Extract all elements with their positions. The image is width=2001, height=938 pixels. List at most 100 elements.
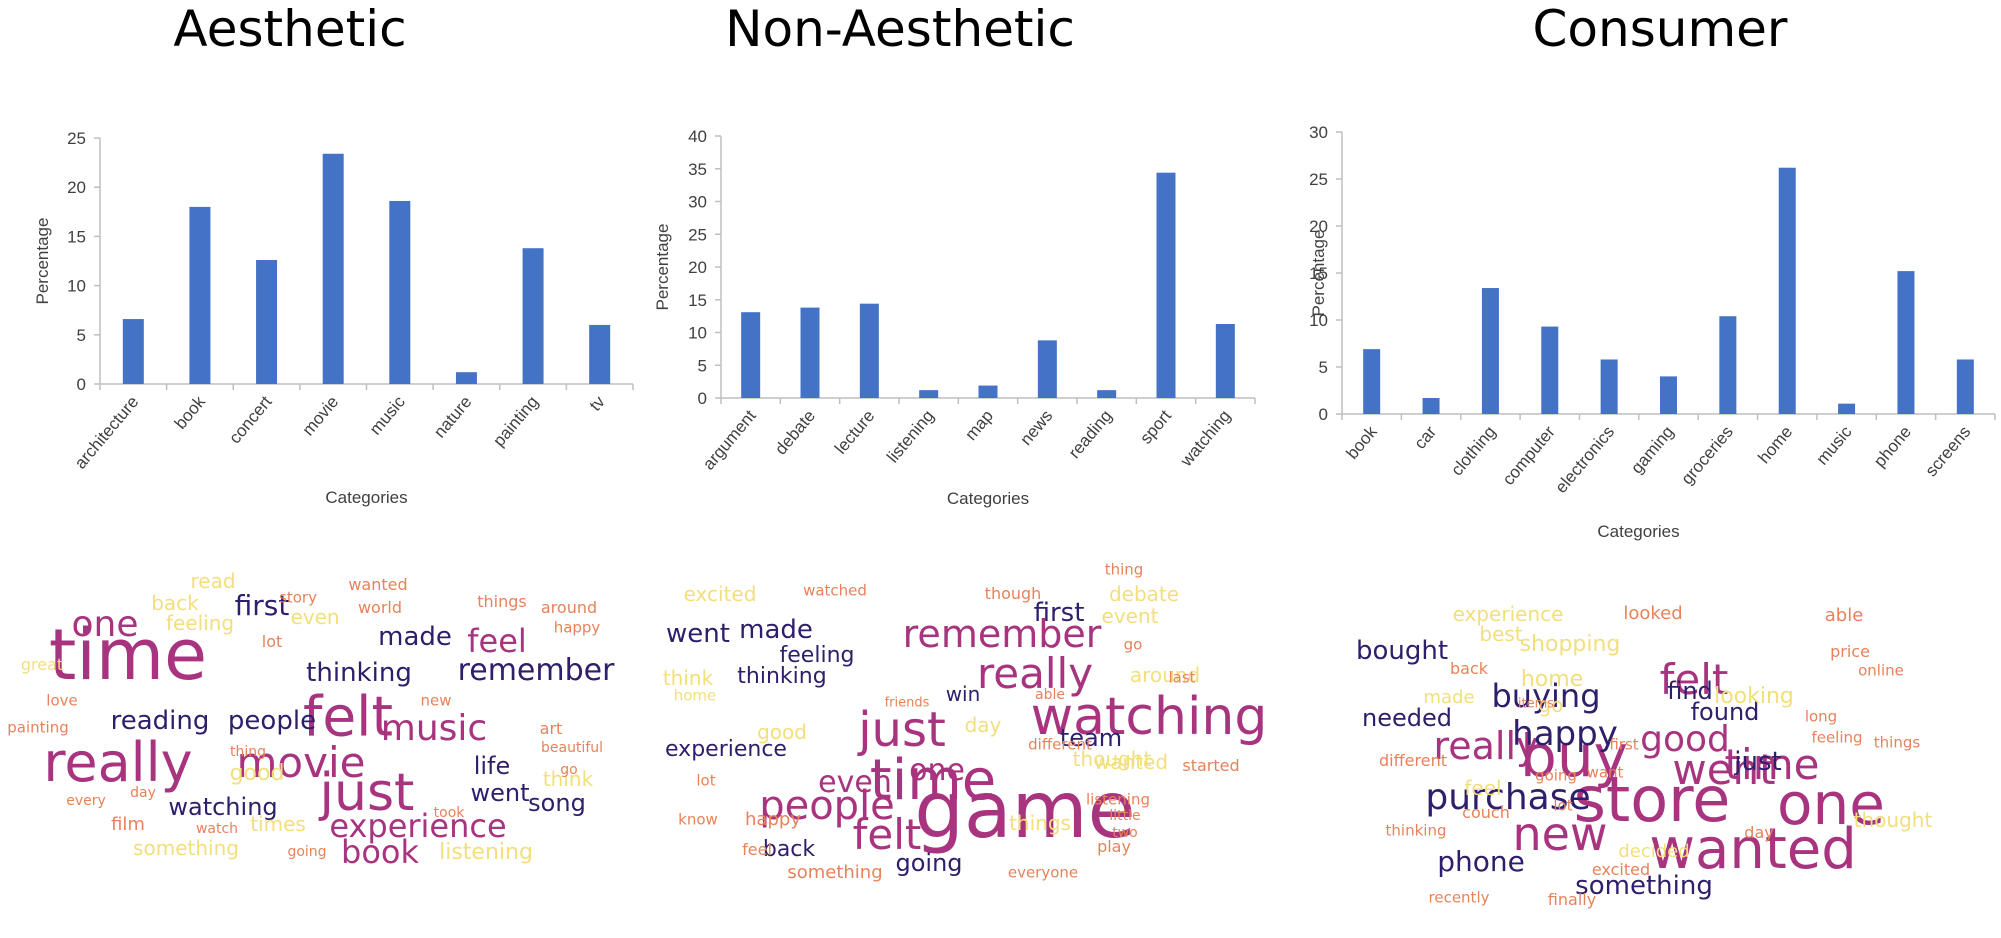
word: went [470, 779, 530, 807]
bar-phone [1897, 271, 1915, 414]
wordcloud-non-aesthetic: game time just watching really remember people… [660, 560, 1300, 938]
word: shopping [1519, 632, 1621, 657]
bar-lecture [859, 303, 879, 398]
word: day [130, 785, 156, 801]
word: first [234, 589, 290, 622]
word: book [341, 833, 419, 871]
bar-architecture [122, 319, 144, 384]
x-tick-label: car [1410, 422, 1440, 453]
word: back [1449, 659, 1489, 678]
word: phone [1437, 845, 1525, 878]
word: painting [7, 718, 69, 737]
y-axis-label: Percentage [33, 218, 52, 305]
x-tick-label: architecture [71, 392, 143, 472]
x-axis-label: Categories [1597, 522, 1679, 541]
y-tick-label: 0 [77, 375, 86, 394]
word: price [1830, 642, 1870, 661]
word: feel [742, 840, 772, 859]
bar-map [978, 385, 998, 398]
word: thinking [1385, 821, 1447, 840]
bar-sport [1156, 172, 1176, 398]
word: art [539, 719, 563, 738]
bar-tv [589, 324, 611, 384]
word: play [1097, 837, 1131, 856]
word: really [1433, 724, 1539, 768]
word: happy [745, 809, 801, 830]
bar-chart-0: 0 5 10 15 20 25 architecture book concert movie mu… [33, 129, 634, 507]
word: made [1423, 687, 1475, 708]
wordcloud-consumer: store wanted one buy new went time felt good real… [1320, 560, 2001, 938]
word: new [1512, 807, 1608, 861]
word: things [1873, 733, 1921, 752]
word: online [1858, 661, 1904, 680]
word: started [1182, 756, 1240, 775]
x-tick-label: home [1754, 422, 1796, 467]
word: story [279, 588, 317, 607]
word: two [1112, 825, 1138, 841]
word: debate [1108, 582, 1180, 606]
word: thinking [737, 664, 827, 689]
x-tick-label: tv [586, 392, 609, 415]
word: watching [168, 793, 278, 821]
bar-news [1037, 340, 1057, 398]
word: experience [329, 807, 507, 845]
word: felt [1659, 655, 1729, 704]
word: wanted [1649, 817, 1857, 882]
word: win [945, 682, 981, 706]
word: something [787, 862, 883, 883]
x-tick-label: concert [225, 392, 276, 447]
word: just [319, 763, 415, 823]
word: good [1640, 719, 1730, 760]
word: things [477, 592, 527, 611]
bar-home [1778, 167, 1796, 414]
word: store [1573, 763, 1731, 836]
word: recently [1428, 888, 1490, 907]
word: couch [1462, 803, 1510, 822]
bar-clothing [1481, 288, 1499, 414]
y-tick-label: 10 [688, 324, 707, 343]
word: listening [1086, 790, 1150, 809]
x-tick-label: groceries [1677, 422, 1736, 488]
word: lot [261, 632, 283, 651]
bar-book [1363, 349, 1381, 414]
word: time [1724, 740, 1820, 789]
word: took [433, 805, 465, 821]
word: movie [236, 738, 366, 787]
word: happy [1512, 714, 1618, 754]
bar-car [1422, 398, 1440, 414]
word: different [1379, 751, 1447, 770]
y-tick-label: 15 [1309, 264, 1328, 283]
word: just [1734, 747, 1782, 777]
y-tick-label: 10 [67, 277, 86, 296]
word: thought [1072, 747, 1152, 771]
y-tick-label: 15 [67, 227, 86, 246]
word: go [560, 762, 578, 778]
word: though [984, 584, 1042, 603]
x-tick-label: computer [1499, 422, 1559, 489]
word: every [66, 793, 106, 809]
word: going [287, 844, 327, 860]
word: remember [902, 612, 1102, 656]
word: going [895, 849, 963, 877]
y-tick-label: 15 [688, 291, 707, 310]
word: feeling [1811, 728, 1863, 747]
word: listening [439, 840, 533, 865]
x-tick-label: screens [1922, 422, 1975, 480]
x-tick-label: gaming [1627, 422, 1677, 477]
word: everyone [1007, 863, 1079, 882]
word: went [666, 619, 730, 649]
word: feel [1464, 776, 1502, 800]
word: reading [110, 706, 210, 736]
word: buy [1520, 722, 1628, 790]
word: event [1101, 604, 1159, 628]
bar-music [1838, 403, 1856, 414]
x-axis-label: Categories [947, 489, 1029, 508]
bar-gaming [1660, 376, 1677, 414]
word: think [662, 666, 714, 690]
word: lot [1553, 796, 1573, 815]
panel-title-consumer: Consumer [1532, 0, 1788, 58]
word: beautiful [540, 740, 604, 756]
bar-music [389, 200, 411, 384]
y-tick-label: 25 [67, 129, 86, 148]
